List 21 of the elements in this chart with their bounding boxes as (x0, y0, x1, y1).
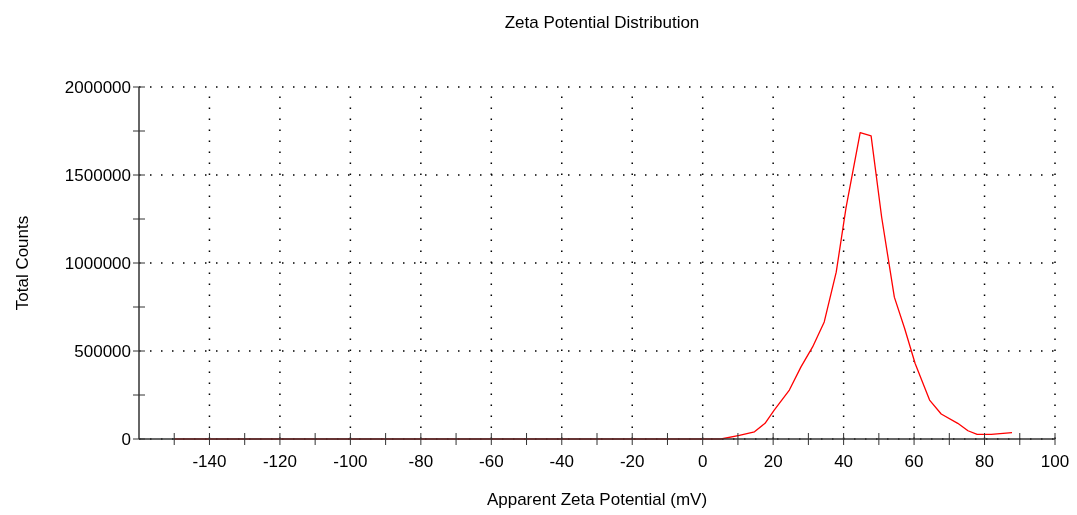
x-tick-label: -120 (262, 452, 297, 471)
x-tick-label: 40 (834, 452, 854, 471)
x-tick-label: -100 (333, 452, 368, 471)
y-axis-title: Total Counts (13, 215, 32, 311)
x-tick-label: -60 (479, 452, 504, 471)
x-tick-label: 100 (1040, 452, 1070, 471)
y-tick-label: 1500000 (64, 166, 131, 185)
y-tick-label: 2000000 (64, 78, 131, 97)
x-tick-label: -80 (408, 452, 434, 471)
x-axis-title: Apparent Zeta Potential (mV) (486, 490, 708, 509)
x-tick-label: 20 (763, 452, 783, 471)
chart-title: Zeta Potential Distribution (504, 13, 700, 32)
y-tick-label: 1000000 (64, 254, 131, 273)
y-tick-label: 0 (121, 430, 131, 449)
y-tick-label: 500000 (74, 342, 131, 361)
x-tick-label: 80 (975, 452, 994, 471)
x-tick-label: 0 (697, 452, 708, 471)
x-tick-label: -140 (192, 452, 227, 471)
x-tick-label: -20 (619, 452, 645, 471)
x-tick-label: 60 (904, 452, 924, 471)
x-tick-label: -40 (549, 452, 575, 471)
